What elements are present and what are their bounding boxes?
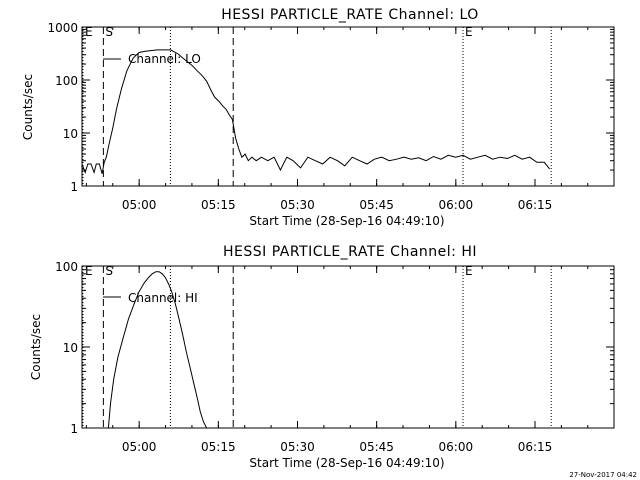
plot-frame-lo	[81, 26, 615, 187]
x-tick-label-lo: 05:30	[280, 198, 315, 212]
marker-label-hi: E	[465, 264, 473, 278]
marker-label-lo: S	[105, 25, 113, 39]
lo-channel-panel: HESSI PARTICLE_RATE Channel: LO Counts/s…	[21, 7, 615, 228]
series-line-hi	[107, 271, 208, 428]
hi-channel-panel: HESSI PARTICLE_RATE Channel: HI Counts/s…	[29, 244, 615, 470]
y-tick-label-lo: 10	[63, 127, 78, 141]
y-tick-label-lo: 1	[70, 180, 78, 194]
x-tick-label-lo: 05:00	[122, 198, 157, 212]
chart-title-lo: HESSI PARTICLE_RATE Channel: LO	[221, 7, 479, 23]
y-tick-label-hi: 100	[55, 260, 78, 274]
x-tick-label-hi: 05:00	[122, 440, 157, 454]
y-tick-label-hi: 1	[70, 422, 78, 436]
x-tick-label-hi: 05:30	[280, 440, 315, 454]
x-tick-label-lo: 05:15	[201, 198, 236, 212]
marker-label-hi: S	[105, 264, 113, 278]
y-tick-label-lo: 1000	[47, 21, 78, 35]
marker-label-lo: E	[85, 25, 93, 39]
marker-label-lo: E	[465, 25, 473, 39]
y-axis-label-hi: Counts/sec	[29, 314, 43, 380]
y-tick-label-lo: 100	[55, 74, 78, 88]
chart-title-hi: HESSI PARTICLE_RATE Channel: HI	[223, 244, 477, 260]
y-tick-label-hi: 10	[63, 341, 78, 355]
x-tick-label-lo: 06:15	[518, 198, 553, 212]
x-tick-label-hi: 06:15	[518, 440, 553, 454]
legend-label-lo: Channel: LO	[128, 52, 201, 66]
x-tick-label-hi: 05:15	[201, 440, 236, 454]
x-tick-label-lo: 05:45	[359, 198, 394, 212]
x-axis-label-lo: Start Time (28-Sep-16 04:49:10)	[249, 214, 444, 228]
timestamp: 27-Nov-2017 04:42	[569, 471, 637, 479]
marker-label-hi: E	[85, 264, 93, 278]
y-axis-label-lo: Counts/sec	[21, 74, 35, 140]
legend-label-hi: Channel: HI	[128, 291, 198, 305]
x-axis-label-hi: Start Time (28-Sep-16 04:49:10)	[249, 456, 444, 470]
x-tick-label-lo: 06:00	[439, 198, 474, 212]
series-line-lo	[82, 49, 550, 175]
x-tick-label-hi: 05:45	[359, 440, 394, 454]
x-tick-label-hi: 06:00	[439, 440, 474, 454]
